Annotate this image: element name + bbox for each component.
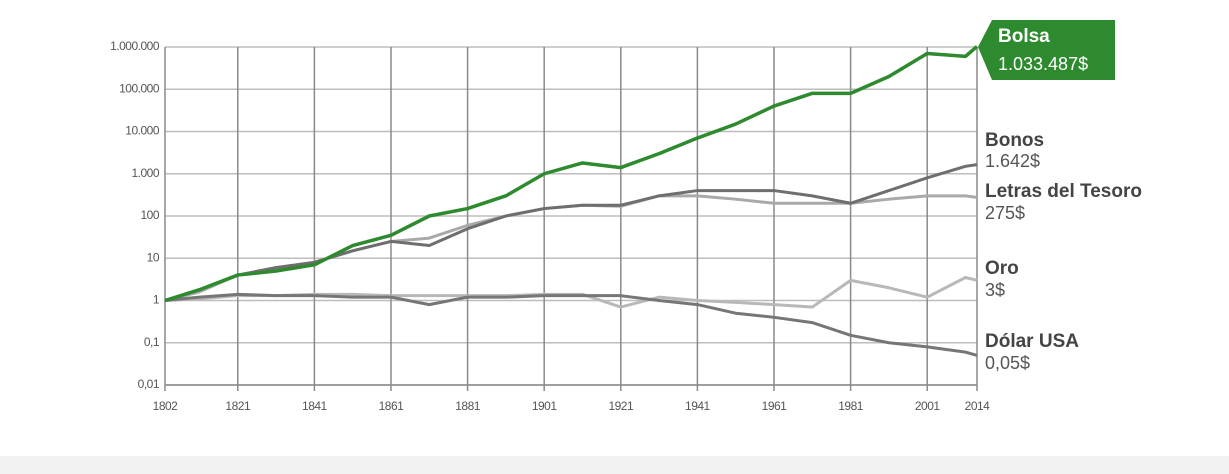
x-tick-label: 1802 bbox=[153, 399, 179, 413]
x-tick-label: 1881 bbox=[455, 399, 481, 413]
x-tick-label: 1921 bbox=[608, 399, 634, 413]
y-tick-label: 0,01 bbox=[138, 377, 160, 391]
value-label: 0,05$ bbox=[985, 353, 1030, 373]
y-tick-label: 0,1 bbox=[144, 335, 160, 349]
x-tick-label: 1841 bbox=[302, 399, 328, 413]
y-tick-label: 10 bbox=[147, 250, 160, 264]
x-tick-label: 1981 bbox=[838, 399, 864, 413]
footer-strip bbox=[0, 456, 1229, 474]
series-name: Oro bbox=[985, 258, 1019, 279]
series-line bbox=[164, 45, 979, 303]
value-label: 3$ bbox=[985, 280, 1005, 300]
series-name: Bonos bbox=[985, 130, 1044, 151]
series-line bbox=[164, 276, 978, 309]
x-tick-label: 1901 bbox=[532, 399, 558, 413]
y-tick-label: 1 bbox=[153, 293, 160, 307]
label-box bbox=[978, 20, 1115, 80]
series-name: Bolsa bbox=[998, 26, 1050, 47]
x-tick-label: 1821 bbox=[225, 399, 251, 413]
series-name: Dólar USA bbox=[985, 331, 1079, 352]
series-line bbox=[164, 194, 978, 302]
x-tick-label: 1941 bbox=[685, 399, 711, 413]
series-line bbox=[164, 163, 978, 302]
x-tick-label: 1961 bbox=[762, 399, 788, 413]
y-tick-label: 1.000 bbox=[131, 166, 159, 180]
series-name: Letras del Tesoro bbox=[985, 181, 1142, 202]
value-label: 1.033.487$ bbox=[998, 54, 1088, 74]
x-tick-label: 2001 bbox=[915, 399, 941, 413]
x-tick-label: 2014 bbox=[965, 399, 991, 413]
value-label: 275$ bbox=[985, 203, 1025, 223]
y-tick-label: 100 bbox=[140, 208, 159, 222]
y-tick-label: 10.000 bbox=[125, 124, 160, 138]
x-tick-label: 1861 bbox=[379, 399, 405, 413]
value-label: 1.642$ bbox=[985, 151, 1040, 171]
y-tick-label: 1.000.000 bbox=[110, 39, 160, 53]
series-line bbox=[164, 292, 978, 357]
y-tick-label: 100.000 bbox=[119, 81, 160, 95]
